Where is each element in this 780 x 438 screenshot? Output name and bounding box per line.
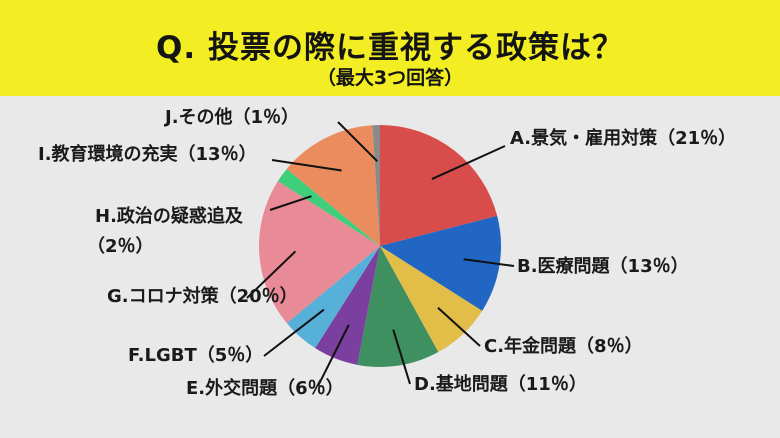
leader-line: [437, 307, 481, 347]
leader-line: [263, 308, 325, 357]
leader-line: [317, 324, 350, 387]
pie-slice: [258, 181, 380, 324]
slice-label: E.外交問題（6％）: [186, 377, 344, 399]
leader-line: [269, 195, 312, 211]
slice-label: A.景気・雇用対策（21％）: [510, 127, 736, 149]
slice-label: F.LGBT（5％）: [128, 345, 263, 366]
slice-label: G.コロナ対策（20％）: [107, 285, 298, 307]
pie-slice: [380, 215, 501, 311]
slice-label: H.政治の疑惑追及（2％）: [87, 205, 244, 257]
chart-subtitle: （最大3つ回答）: [316, 67, 464, 89]
leader-line: [271, 159, 342, 172]
leader-line: [246, 250, 297, 299]
leader-line: [431, 145, 506, 180]
pie-slice: [380, 125, 498, 246]
leader-line: [392, 329, 411, 385]
slice-label: I.教育環境の充実（13％）: [38, 143, 257, 165]
slice-label: B.医療問題（13％）: [517, 255, 689, 277]
pie-slice: [277, 168, 380, 246]
pie-slice: [372, 125, 380, 246]
pie-slice: [315, 246, 380, 365]
leader-line: [337, 121, 379, 163]
pie-slice: [286, 246, 380, 349]
slice-label: C.年金問題（8％）: [484, 335, 643, 357]
slice-label: D.基地問題（11％）: [414, 373, 587, 395]
title-banner: [0, 0, 780, 96]
pie-slice: [286, 125, 380, 246]
slice-label: J.その他（1％）: [163, 106, 299, 128]
leader-line: [463, 258, 515, 267]
chart-title: Q. 投票の際に重視する政策は？: [156, 30, 624, 66]
pie-slice: [357, 246, 439, 367]
